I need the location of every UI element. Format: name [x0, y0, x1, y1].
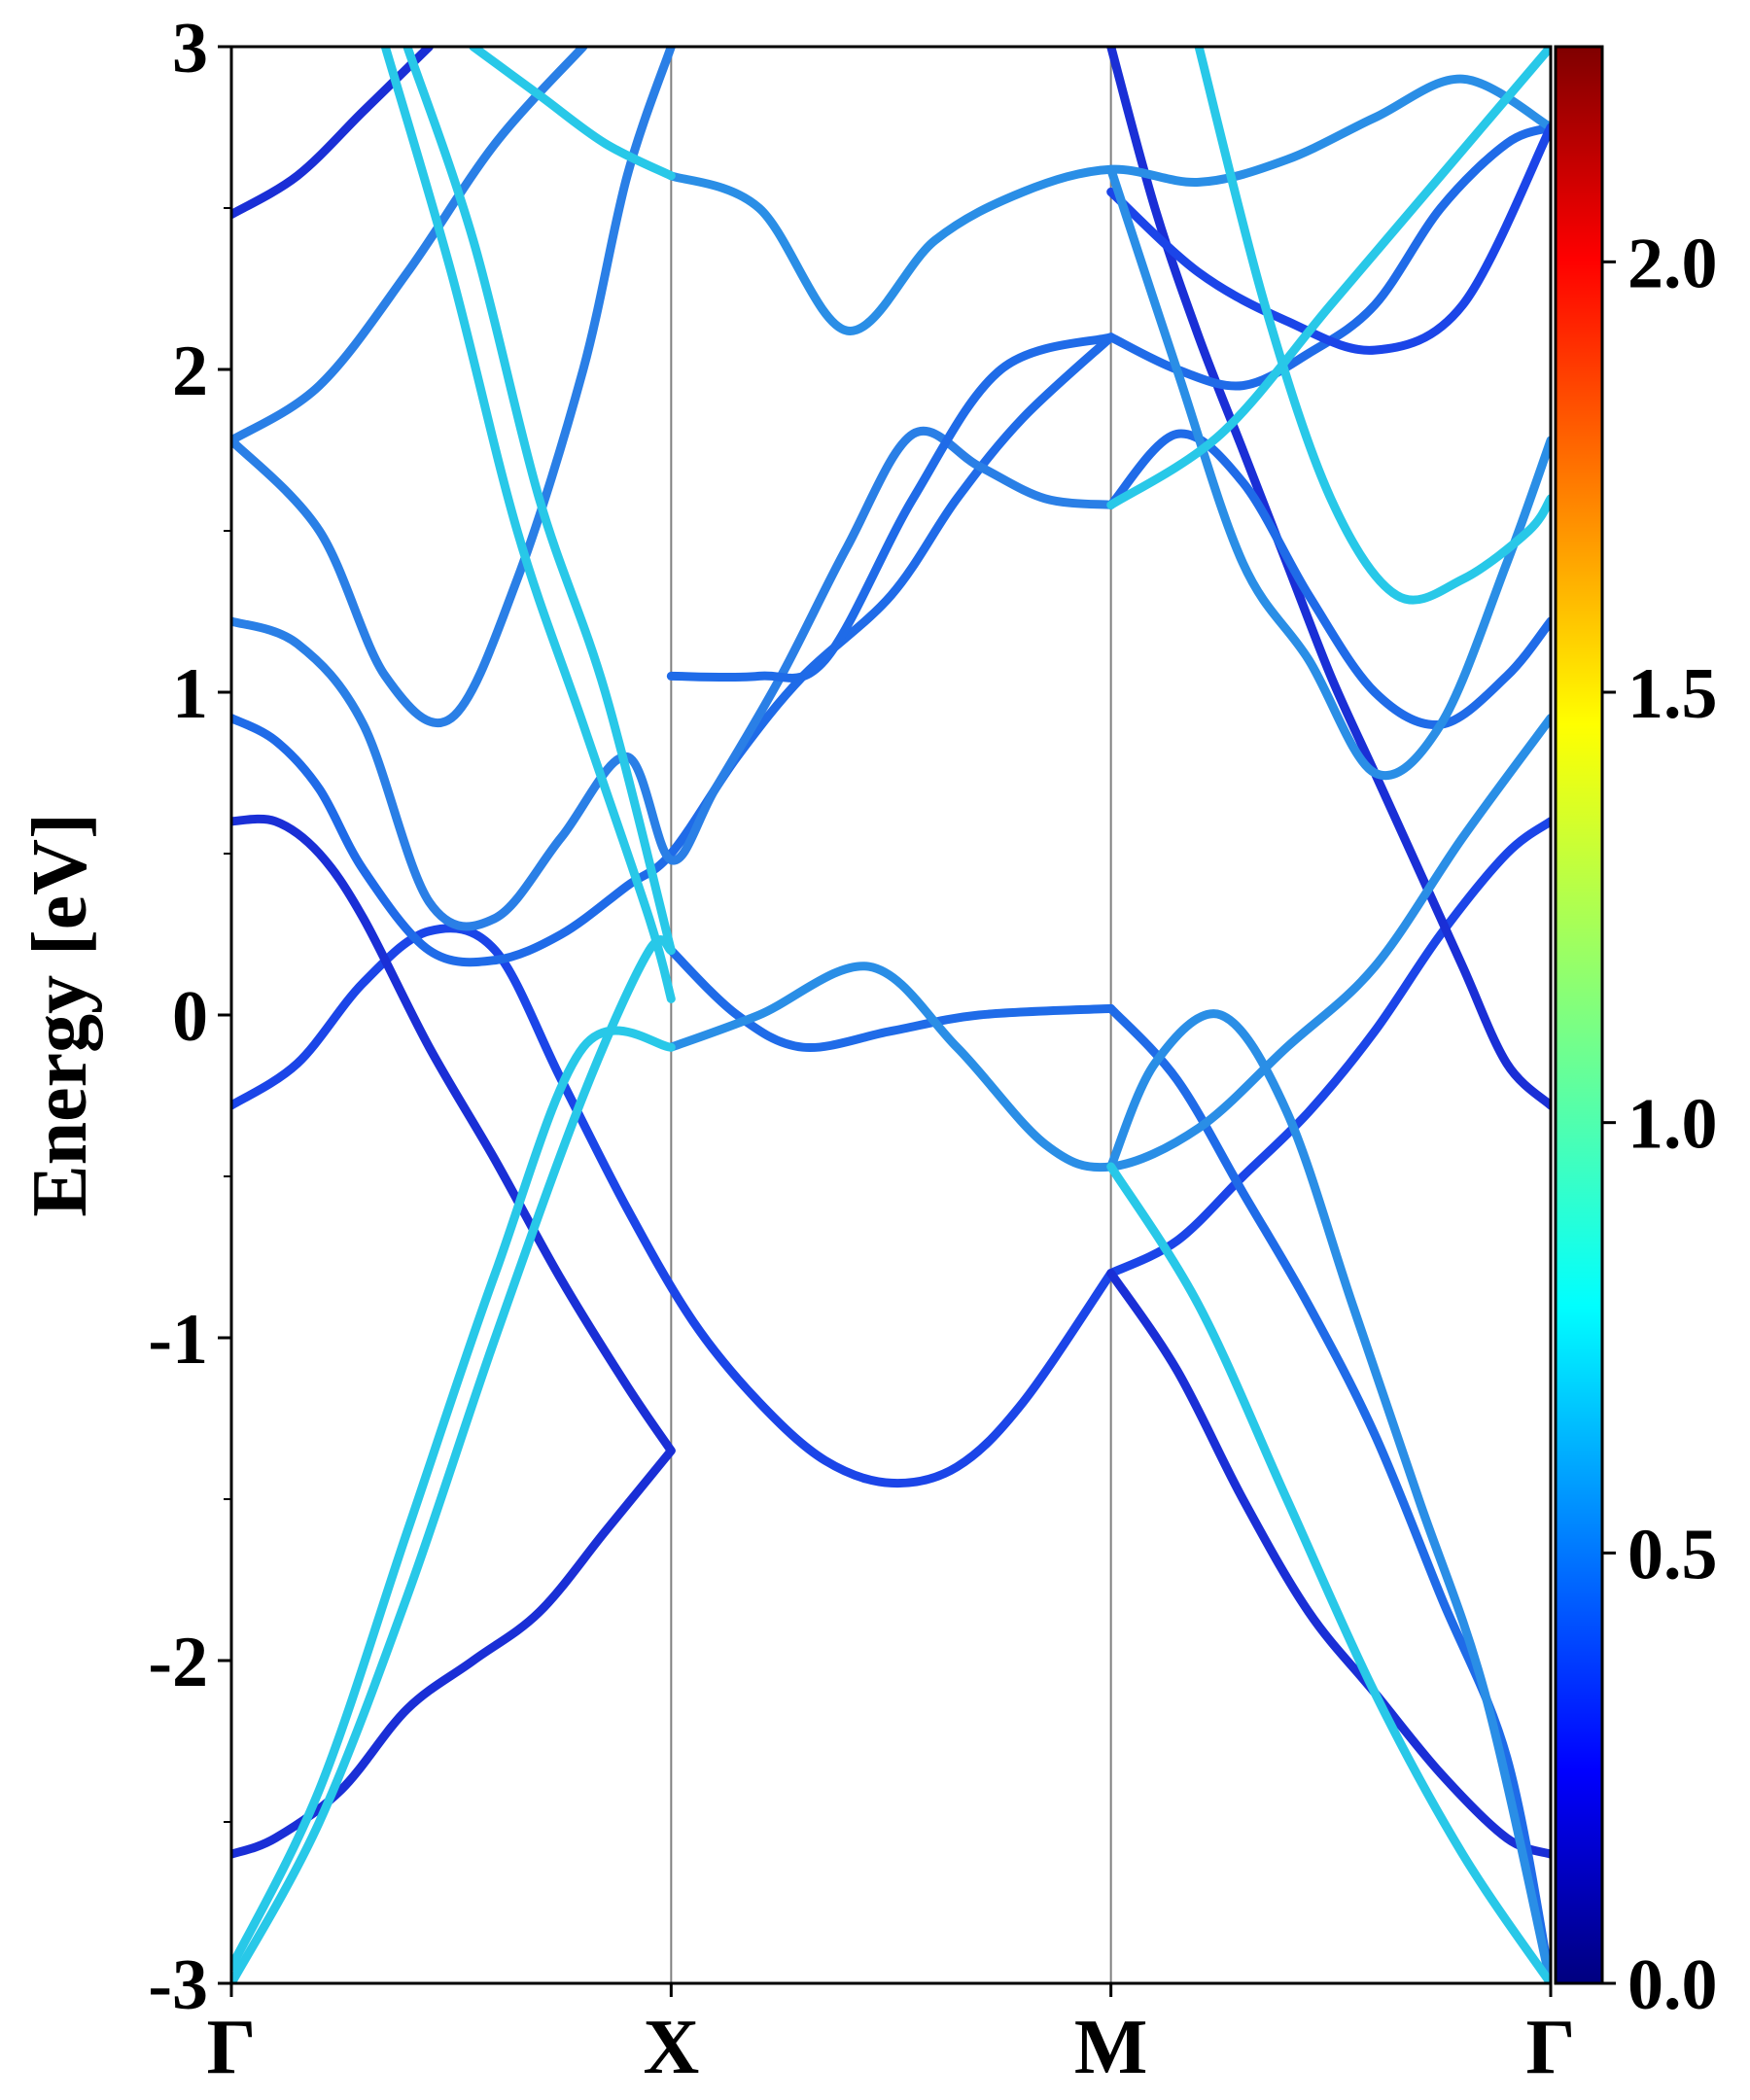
band-line-18: [1106, 1009, 1551, 1983]
y-tick-label: -3: [148, 1945, 208, 2025]
band-line-12: [666, 332, 1116, 682]
band-line-7: [1106, 122, 1551, 391]
band-line-3: [231, 1446, 676, 1859]
x-tick-label: M: [1074, 2005, 1148, 2090]
y-tick-label: 2: [172, 332, 208, 411]
band-line-26: [1106, 47, 1551, 509]
band-line-13: [666, 74, 1551, 335]
x-tick-label: Γ: [1526, 2005, 1576, 2090]
band-line-5: [1106, 47, 1551, 1110]
band-line-21: [231, 935, 676, 1983]
band-line-17: [666, 714, 1551, 1172]
y-tick-label: 3: [172, 9, 208, 88]
band-line-27: [1106, 1162, 1551, 1983]
colorbar: [1554, 45, 1604, 1985]
band-line-24: [402, 47, 676, 956]
band-line-22: [231, 1026, 676, 1972]
band-line-15: [1106, 1003, 1551, 1983]
band-line-8: [231, 426, 1116, 931]
colorbar-tick-label: 1.5: [1628, 654, 1718, 734]
band-line-4: [1106, 1269, 1551, 1859]
band-line-14: [1106, 122, 1551, 355]
band-lines: [231, 47, 1551, 1983]
colorbar-ticks: 0.0 0.5 1.0 1.5 2.0: [1602, 224, 1718, 2025]
y-axis-label: Energy [eV]: [18, 813, 103, 1216]
colorbar-tick-label: 2.0: [1628, 224, 1718, 303]
k-point-lines: [670, 47, 1112, 1983]
band-line-28: [469, 47, 676, 181]
band-line-2: [231, 814, 676, 1455]
colorbar-tick-label: 0.5: [1628, 1515, 1718, 1594]
y-tick-label: -1: [148, 1300, 208, 1380]
band-line-11: [231, 47, 434, 220]
colorbar-tick-label: 0.0: [1628, 1945, 1718, 2025]
y-tick-label: -2: [148, 1623, 208, 1702]
band-line-23: [380, 47, 676, 1003]
band-line-10: [231, 47, 676, 727]
band-line-19: [1106, 429, 1551, 730]
band-line-1: [1106, 817, 1551, 1278]
x-tick-label: X: [643, 2005, 699, 2090]
colorbar-tick-label: 1.0: [1628, 1085, 1718, 1165]
y-axis-ticks: 3 2 1 0 -1 -2 -3: [148, 9, 231, 2025]
band-line-20: [1106, 164, 1551, 781]
y-tick-label: 0: [172, 977, 208, 1057]
band-line-0: [231, 924, 1116, 1488]
band-line-25: [1194, 47, 1551, 605]
x-tick-label: Γ: [207, 2005, 257, 2090]
band-line-16: [666, 946, 1116, 1053]
band-line-9: [231, 47, 588, 445]
y-tick-label: 1: [172, 654, 208, 734]
